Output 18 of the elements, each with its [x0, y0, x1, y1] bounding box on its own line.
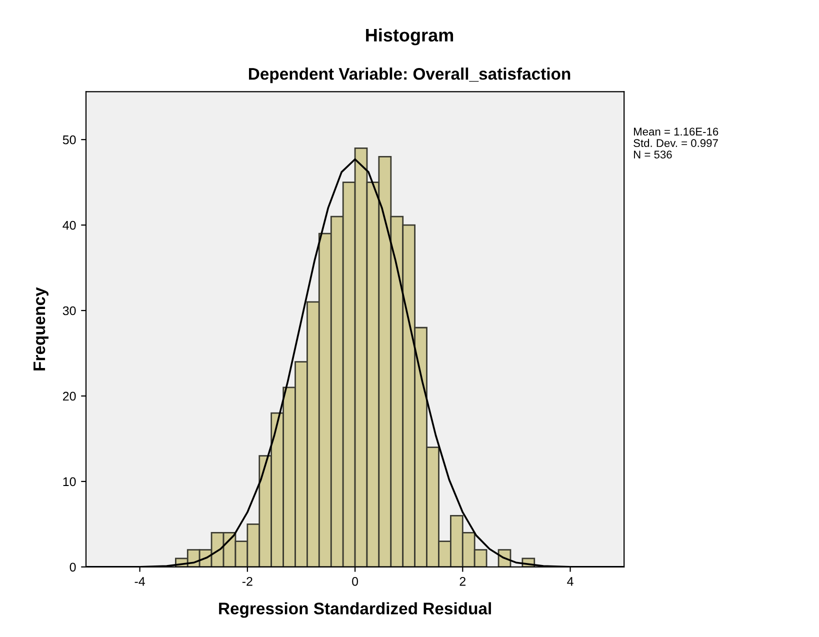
x-axis-title: Regression Standardized Residual — [219, 602, 491, 618]
y-tick-label: 30 — [62, 306, 76, 316]
y-tick-label: 0 — [70, 562, 76, 572]
chart-title: Histogram — [366, 28, 454, 46]
y-axis-title: Frequency — [34, 287, 48, 370]
y-tick-label: 20 — [63, 392, 76, 401]
x-tick-label: 2 — [460, 576, 466, 586]
text: N = 536 — [634, 150, 672, 158]
text: Std. Dev. = 0.997 — [634, 138, 718, 148]
y-tick-label: 40 — [62, 220, 76, 230]
text: Mean = 1.16E-16 — [634, 128, 718, 136]
chart-subtitle: Dependent Variable: Overall_satisfaction — [248, 68, 570, 84]
y-tick-label: 50 — [62, 135, 76, 144]
x-tick-label: 4 — [567, 577, 574, 586]
y-tick-label: 10 — [63, 477, 76, 486]
x-tick-label: -2 — [242, 576, 252, 586]
x-tick-label: 0 — [352, 576, 358, 586]
x-tick-label: -4 — [134, 577, 145, 586]
